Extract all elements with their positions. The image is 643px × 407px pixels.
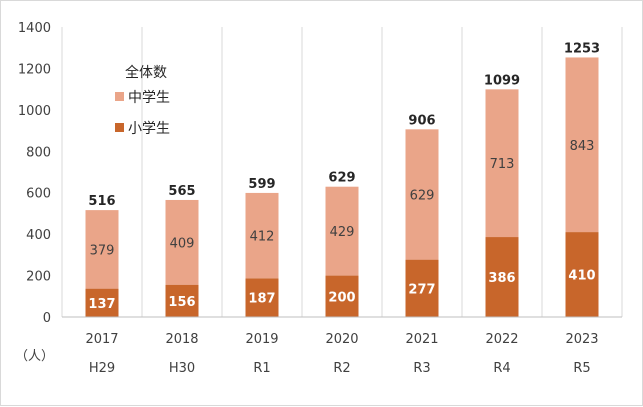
data-label-middle-school: 412 [250,230,275,245]
data-label-total: 565 [168,184,195,199]
bar-middle-school [485,89,519,238]
y-axis-unit-label: （人） [15,349,54,364]
legend: 全体数 中学生 小学生 [115,64,170,137]
bar-elementary [245,278,279,317]
bar-middle-school [405,129,439,260]
x-tick-label-era: R5 [573,361,590,376]
legend-label-elementary: 小学生 [128,121,170,137]
data-label-elementary: 156 [168,295,195,310]
data-label-middle-school: 629 [410,188,435,203]
x-tick-label-era: R1 [253,361,270,376]
y-tick-label: 1400 [18,21,51,36]
bar-elementary [485,237,519,317]
bar-elementary [565,232,599,317]
bar-elementary [85,288,119,317]
bars-group: 137 379 516 156 409 565 187 412 599 200 429 629 277 6… [85,41,600,317]
x-tick-label-era: R3 [413,361,430,376]
y-tick-label: 200 [26,270,51,285]
data-label-middle-school: 713 [490,157,515,172]
data-label-elementary: 277 [408,282,435,297]
bar-middle-school [565,57,599,233]
data-label-middle-school: 379 [90,243,115,258]
bar-elementary [165,284,199,317]
x-tick-label-era: R4 [493,361,510,376]
x-tick-label-year: 2021 [405,332,438,347]
legend-swatch-elementary [115,123,124,132]
data-label-middle-school: 429 [330,225,355,240]
data-label-total: 1253 [564,41,600,56]
data-label-elementary: 410 [568,269,595,284]
x-tick-label-era: H30 [169,361,195,376]
axes-group: 0 200 400 600 800 1000 1200 1400 2017 H29 2018 H30 2… [18,21,622,376]
legend-swatch-middle-school [115,92,124,101]
bar-elementary [405,259,439,317]
data-label-total: 906 [408,113,435,128]
y-tick-label: 0 [43,311,51,326]
y-tick-label: 400 [26,228,51,243]
y-tick-label: 800 [26,145,51,160]
x-tick-label-year: 2017 [85,332,118,347]
bar-middle-school [245,192,279,279]
legend-label-middle-school: 中学生 [128,90,170,106]
x-tick-label-era: H29 [89,361,115,376]
x-tick-label-year: 2019 [245,332,278,347]
data-label-total: 599 [248,177,275,192]
data-label-elementary: 200 [328,290,355,305]
data-label-elementary: 187 [248,292,275,307]
data-label-middle-school: 843 [570,139,595,154]
bar-middle-school [165,199,199,285]
vertical-gridlines [61,27,623,317]
bar-elementary [325,275,359,317]
data-label-total: 1099 [484,73,520,88]
x-tick-label-year: 2023 [565,332,598,347]
y-tick-label: 1000 [18,104,51,119]
data-label-middle-school: 409 [170,236,195,251]
y-tick-label: 1200 [18,62,51,77]
x-tick-label-year: 2020 [325,332,358,347]
data-label-total: 516 [88,194,115,209]
data-label-elementary: 386 [488,271,515,286]
x-tick-label-year: 2018 [165,332,198,347]
x-tick-label-year: 2022 [485,332,518,347]
data-label-elementary: 137 [88,297,115,312]
legend-title: 全体数 [125,64,167,81]
x-tick-label-era: R2 [333,361,350,376]
y-tick-label: 600 [26,187,51,202]
bar-middle-school [85,210,119,289]
bar-middle-school [325,186,359,276]
data-label-total: 629 [328,171,355,186]
